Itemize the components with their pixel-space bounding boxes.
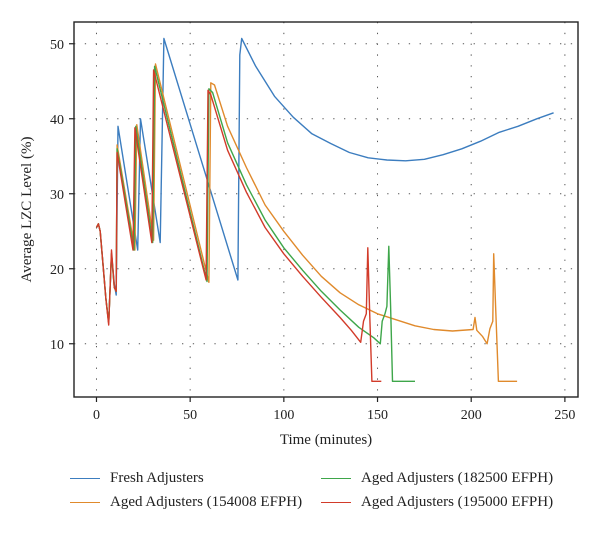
legend-item-aged-195000: Aged Adjusters (195000 EFPH) xyxy=(321,494,553,511)
x-tick-label: 200 xyxy=(461,408,482,423)
x-tick-label: 150 xyxy=(367,408,388,423)
series-lines xyxy=(95,37,554,382)
legend-label: Aged Adjusters (195000 EFPH) xyxy=(361,494,554,510)
y-tick-label: 30 xyxy=(50,188,64,203)
y-tick-label: 20 xyxy=(50,263,64,278)
legend-item-aged-182500: Aged Adjusters (182500 EFPH) xyxy=(321,470,553,487)
x-axis-label: Time (minutes) xyxy=(280,432,372,448)
legend-label: Aged Adjusters (154008 EFPH) xyxy=(110,494,303,510)
y-tick-label: 40 xyxy=(50,113,64,128)
legend-item-fresh: Fresh Adjusters xyxy=(70,470,204,487)
legend-item-aged-154008: Aged Adjusters (154008 EFPH) xyxy=(70,494,302,511)
series-line-aged-adjusters-154008-efph xyxy=(95,63,518,382)
legend-label: Fresh Adjusters xyxy=(110,470,204,486)
series-line-aged-adjusters-195000-efph xyxy=(95,69,382,382)
legend-swatch-fresh xyxy=(70,478,100,479)
y-axis-label: Average LZC Level (%) xyxy=(19,137,35,283)
x-tick-label: 50 xyxy=(183,408,197,423)
y-tick-label: 10 xyxy=(50,338,64,353)
legend-label: Aged Adjusters (182500 EFPH) xyxy=(361,470,554,486)
legend-swatch-aged-195000 xyxy=(321,502,351,503)
legend-swatch-aged-182500 xyxy=(321,478,351,479)
x-tick-label: 100 xyxy=(273,408,294,423)
x-tick-label: 250 xyxy=(554,408,575,423)
y-tick-label: 50 xyxy=(50,38,64,53)
legend-swatch-aged-154008 xyxy=(70,502,100,503)
y-axis-ticks: 10 20 30 40 50 xyxy=(50,38,74,353)
series-line-aged-adjusters-182500-efph xyxy=(95,65,415,382)
x-tick-label: 0 xyxy=(93,408,100,423)
x-axis-ticks: 0 50 100 150 200 250 xyxy=(93,397,575,423)
plot-frame xyxy=(73,21,579,398)
